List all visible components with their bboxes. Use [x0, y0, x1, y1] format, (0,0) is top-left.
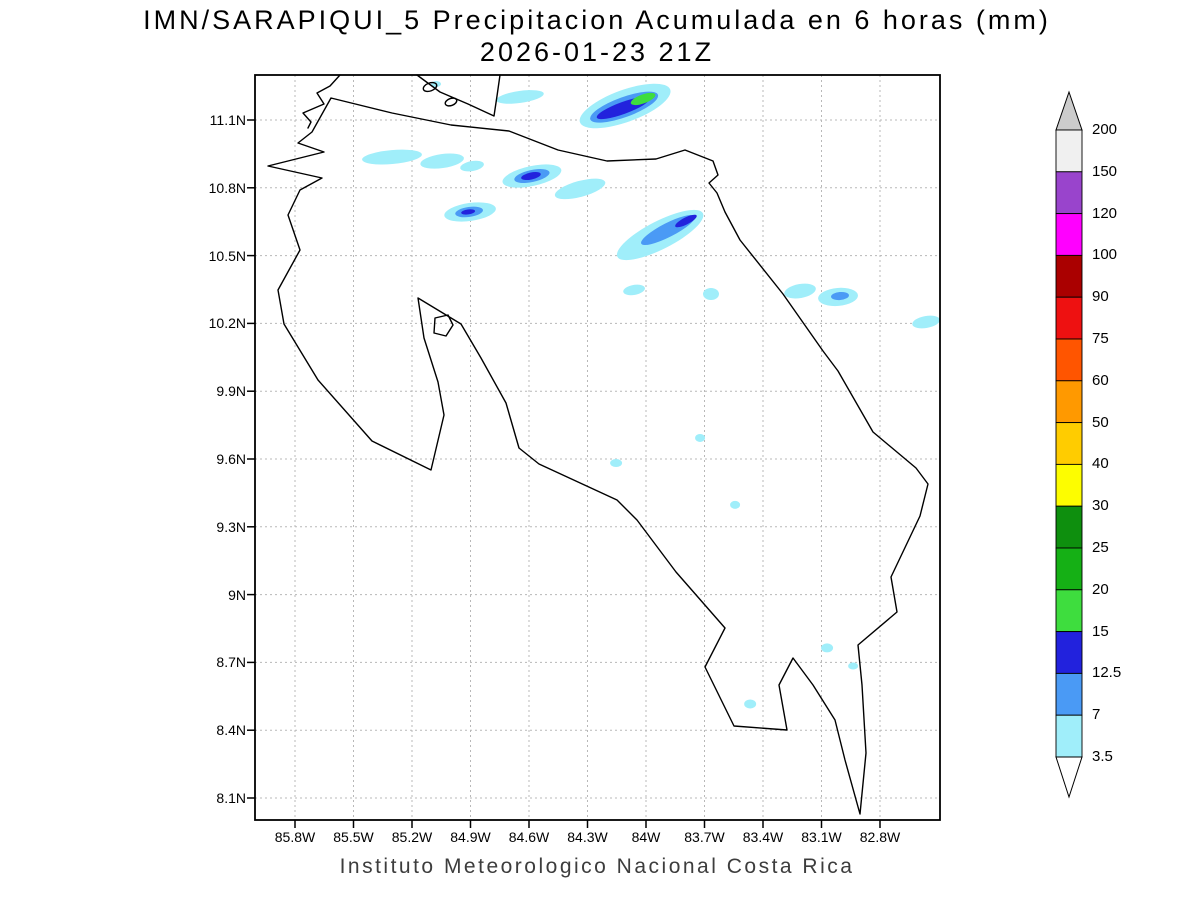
- colorbar-level-label: 30: [1092, 497, 1109, 515]
- colorbar-level-label: 12.5: [1092, 664, 1122, 682]
- precip-contour: [848, 662, 859, 670]
- precip-contour: [675, 214, 697, 228]
- lat-tick-label: 9N: [228, 586, 246, 603]
- colorbar-segment: [1055, 631, 1083, 674]
- lake-island-icon: [444, 97, 458, 107]
- lon-tick-label: 84W: [631, 829, 661, 845]
- colorbar-level-label: 3.5: [1092, 748, 1113, 765]
- colorbar-level-label: 40: [1092, 455, 1109, 473]
- lat-tick-label: 10.5N: [208, 247, 246, 264]
- gridlines: [255, 75, 940, 820]
- coastline-layer: [267, 74, 929, 815]
- colorbar-bottom-arrow-icon: [1055, 756, 1083, 799]
- plot-frame: [254, 74, 941, 821]
- precip-contour: [461, 209, 476, 215]
- precip-contour: [831, 291, 849, 301]
- colorbar-level-label: 120: [1092, 204, 1118, 222]
- colorbar: [1055, 90, 1083, 799]
- colorbar-segment: [1055, 714, 1083, 758]
- lake-island-icon: [422, 81, 438, 93]
- colorbar-level-label: 7: [1092, 706, 1101, 724]
- precip-contour: [744, 699, 757, 709]
- lat-tick-label: 8.4N: [216, 722, 246, 739]
- colorbar-segment: [1055, 505, 1083, 549]
- lat-tick-label: 9.3N: [216, 518, 246, 535]
- lon-tick-label: 84.6W: [508, 829, 550, 845]
- colorbar-level-label: 90: [1092, 288, 1109, 306]
- precip-contour: [610, 459, 623, 468]
- lon-tick-label: 82.8W: [859, 829, 901, 845]
- colorbar-segment: [1055, 338, 1083, 382]
- precip-contour: [695, 433, 706, 442]
- axis-ticks: [247, 119, 881, 828]
- precipitation-shading: [362, 81, 940, 709]
- precip-contour: [460, 160, 484, 172]
- lon-tick-label: 84.9W: [450, 829, 491, 845]
- precip-contour: [623, 284, 645, 296]
- title-line1: IMN/SARAPIQUI_5 Precipitacion Acumulada …: [143, 5, 1051, 35]
- precip-contour: [420, 153, 464, 169]
- lat-tick-label: 10.2N: [208, 315, 246, 332]
- lon-tick-label: 83.1W: [801, 829, 842, 845]
- colorbar-segment: [1055, 129, 1083, 173]
- colorbar-level-label: 75: [1092, 330, 1109, 347]
- colorbar-level-label: 25: [1092, 539, 1109, 556]
- colorbar-level-label: 60: [1092, 371, 1109, 389]
- footer-text: Instituto Meteorologico Nacional Costa R…: [339, 855, 855, 878]
- lon-tick-label: 84.3W: [567, 829, 608, 845]
- precip-contour: [496, 90, 544, 104]
- colorbar-segment: [1055, 463, 1083, 507]
- colorbar-level-label: 15: [1092, 622, 1109, 640]
- lat-tick-label: 9.6N: [216, 451, 246, 467]
- lon-tick-label: 85.2W: [391, 829, 433, 845]
- colorbar-segment: [1055, 213, 1083, 256]
- lat-tick-label: 10.8N: [208, 179, 246, 196]
- colorbar-level-label: 50: [1092, 413, 1109, 431]
- precip-contour: [362, 149, 422, 165]
- colorbar-segment: [1055, 171, 1083, 215]
- colorbar-segment: [1055, 672, 1083, 716]
- colorbar-segment: [1055, 422, 1083, 465]
- lake-nicaragua-shore: [416, 74, 501, 117]
- lat-tick-label: 9.9N: [216, 383, 246, 400]
- colorbar-segment: [1055, 589, 1083, 633]
- map-title: IMN/SARAPIQUI_5 Precipitacion Acumulada …: [143, 5, 1051, 69]
- colorbar-segment: [1055, 547, 1083, 591]
- colorbar-segment: [1055, 254, 1083, 298]
- nicaragua-pacific-coast: [302, 74, 341, 129]
- precip-contour: [912, 315, 940, 329]
- colorbar-segment: [1055, 380, 1083, 424]
- precip-contour: [730, 500, 741, 509]
- colorbar-level-label: 100: [1092, 246, 1118, 264]
- colorbar-segment: [1055, 296, 1083, 340]
- precip-contour: [821, 643, 834, 653]
- costa-rica-coastline: [267, 97, 929, 815]
- colorbar-level-label: 150: [1092, 162, 1118, 180]
- title-line2: 2026-01-23 21Z: [479, 36, 715, 67]
- lon-tick-label: 85.5W: [333, 829, 374, 845]
- gulf-island-outline: [433, 314, 454, 337]
- precip-contour: [554, 178, 606, 200]
- precip-contour: [703, 287, 720, 300]
- lat-tick-label: 8.1N: [216, 790, 246, 806]
- colorbar-level-label: 200: [1092, 121, 1118, 138]
- lat-tick-label: 8.7N: [216, 654, 246, 671]
- precip-contour: [521, 172, 541, 181]
- lon-tick-label: 85.8W: [274, 829, 316, 845]
- colorbar-top-arrow-icon: [1055, 90, 1083, 131]
- precip-contour: [784, 283, 816, 299]
- lat-tick-label: 11.1N: [209, 112, 246, 128]
- lon-tick-label: 83.4W: [742, 829, 784, 845]
- colorbar-level-label: 20: [1092, 580, 1109, 598]
- precip-contour: [630, 92, 656, 106]
- lon-tick-label: 83.7W: [684, 829, 725, 845]
